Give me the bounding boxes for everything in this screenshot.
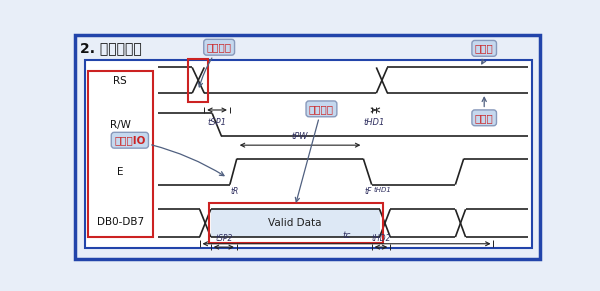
- Text: 低电平: 低电平: [475, 97, 494, 123]
- FancyBboxPatch shape: [88, 71, 152, 237]
- Text: tF: tF: [364, 187, 371, 196]
- Text: 高电平: 高电平: [475, 43, 494, 64]
- Text: tc: tc: [343, 231, 351, 240]
- Text: tR: tR: [231, 187, 239, 196]
- FancyBboxPatch shape: [85, 60, 532, 248]
- Text: tPW: tPW: [292, 132, 308, 141]
- Text: tSP2: tSP2: [215, 234, 232, 243]
- Text: RS: RS: [113, 76, 127, 86]
- Text: R/W: R/W: [110, 120, 131, 129]
- Text: DB0-DB7: DB0-DB7: [97, 217, 143, 227]
- Text: 对应的IO: 对应的IO: [114, 135, 224, 176]
- FancyBboxPatch shape: [75, 35, 540, 259]
- Text: tHD1: tHD1: [374, 187, 391, 193]
- Text: tSP1: tSP1: [208, 118, 227, 127]
- Text: tHD1: tHD1: [364, 118, 385, 127]
- Text: E: E: [117, 167, 124, 177]
- Text: Valid Data: Valid Data: [268, 218, 322, 228]
- Text: 电平变化: 电平变化: [199, 42, 232, 87]
- Text: 2. 写操作时序: 2. 写操作时序: [80, 42, 142, 56]
- Text: 数据有效: 数据有效: [295, 104, 334, 202]
- Text: tHD2: tHD2: [371, 234, 391, 243]
- FancyBboxPatch shape: [211, 209, 380, 237]
